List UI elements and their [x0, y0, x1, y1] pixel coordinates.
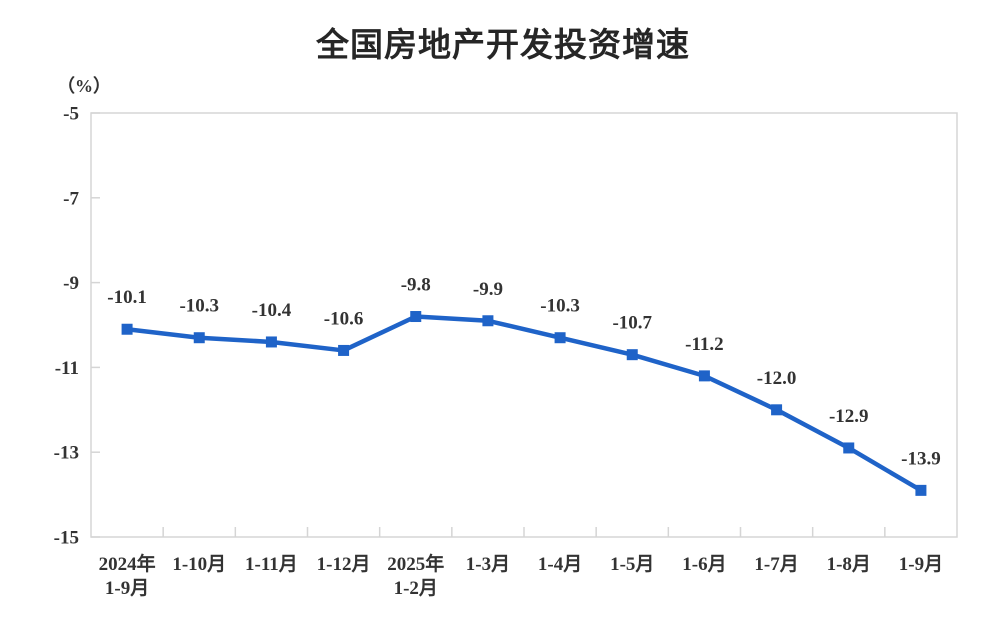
data-point-label: -10.3	[540, 296, 580, 317]
data-point-marker	[771, 404, 783, 416]
x-axis-tick-label: 1-6月	[682, 554, 726, 575]
x-axis-tick-label: 1-9月	[899, 554, 943, 575]
y-axis-tick-label: -13	[54, 443, 79, 464]
data-point-marker	[626, 349, 638, 361]
y-axis-tick-label: -7	[63, 188, 79, 209]
y-axis-tick-label: -11	[55, 358, 79, 379]
data-point-label: -12.9	[829, 406, 869, 427]
data-point-marker	[482, 315, 494, 327]
series-line	[124, 314, 924, 493]
data-point-label: -10.1	[107, 287, 147, 308]
x-axis-tick-label: 1-4月	[538, 554, 582, 575]
x-axis: 2024年 1-9月 1-10月 1-11月 1-12月 2025年 1-2月 1-3月 1-4…	[99, 527, 943, 599]
y-axis-tick-label: -15	[54, 528, 79, 549]
y-axis-tick-label: -9	[63, 273, 79, 294]
x-axis-tick-label: 1-10月	[172, 554, 226, 575]
y-axis: -5 -7 -9 -11 -13 -15	[54, 104, 100, 549]
data-point-label: -10.6	[324, 308, 364, 329]
data-points	[121, 311, 927, 496]
x-axis-tick-label: 1-11月	[245, 554, 298, 575]
data-point-label: -9.9	[473, 279, 503, 300]
data-point-label: -12.0	[757, 368, 797, 389]
data-point-marker	[121, 323, 133, 335]
x-axis-tick-label: 2024年	[99, 552, 156, 575]
chart-title: 全国房地产开发投资增速	[316, 26, 690, 63]
data-point-label: -10.3	[179, 296, 219, 317]
x-axis-tick-label: 1-12月	[317, 554, 371, 575]
y-axis-tick-label: -5	[63, 104, 79, 125]
data-labels: -10.1 -10.3 -10.4 -10.6 -9.8 -9.9 -10.3 -10.7 -1…	[107, 275, 940, 470]
plot-area-border	[90, 112, 958, 538]
data-point-marker	[265, 336, 277, 348]
y-axis-unit-label: （%）	[57, 76, 111, 96]
data-point-marker	[193, 332, 205, 344]
data-point-label: -11.2	[685, 334, 724, 355]
data-point-label: -10.7	[612, 313, 652, 334]
data-point-marker	[554, 332, 566, 344]
x-axis-tick-label: 1-3月	[466, 554, 510, 575]
data-point-label: -10.4	[252, 300, 292, 321]
x-axis-tick-label: 2025年	[387, 552, 444, 575]
x-axis-tick-label: 1-7月	[754, 554, 798, 575]
data-point-marker	[338, 344, 350, 356]
data-point-marker	[843, 442, 855, 454]
data-point-label: -13.9	[901, 448, 941, 469]
x-axis-tick-label: 1-2月	[394, 578, 438, 599]
x-axis-tick-label: 1-5月	[610, 554, 654, 575]
data-point-marker	[410, 311, 422, 323]
x-axis-tick-label: 1-8月	[827, 554, 871, 575]
x-axis-tick-label: 1-9月	[105, 578, 149, 599]
data-point-marker	[915, 484, 927, 496]
data-point-label: -9.8	[401, 275, 431, 296]
data-point-marker	[698, 370, 710, 382]
